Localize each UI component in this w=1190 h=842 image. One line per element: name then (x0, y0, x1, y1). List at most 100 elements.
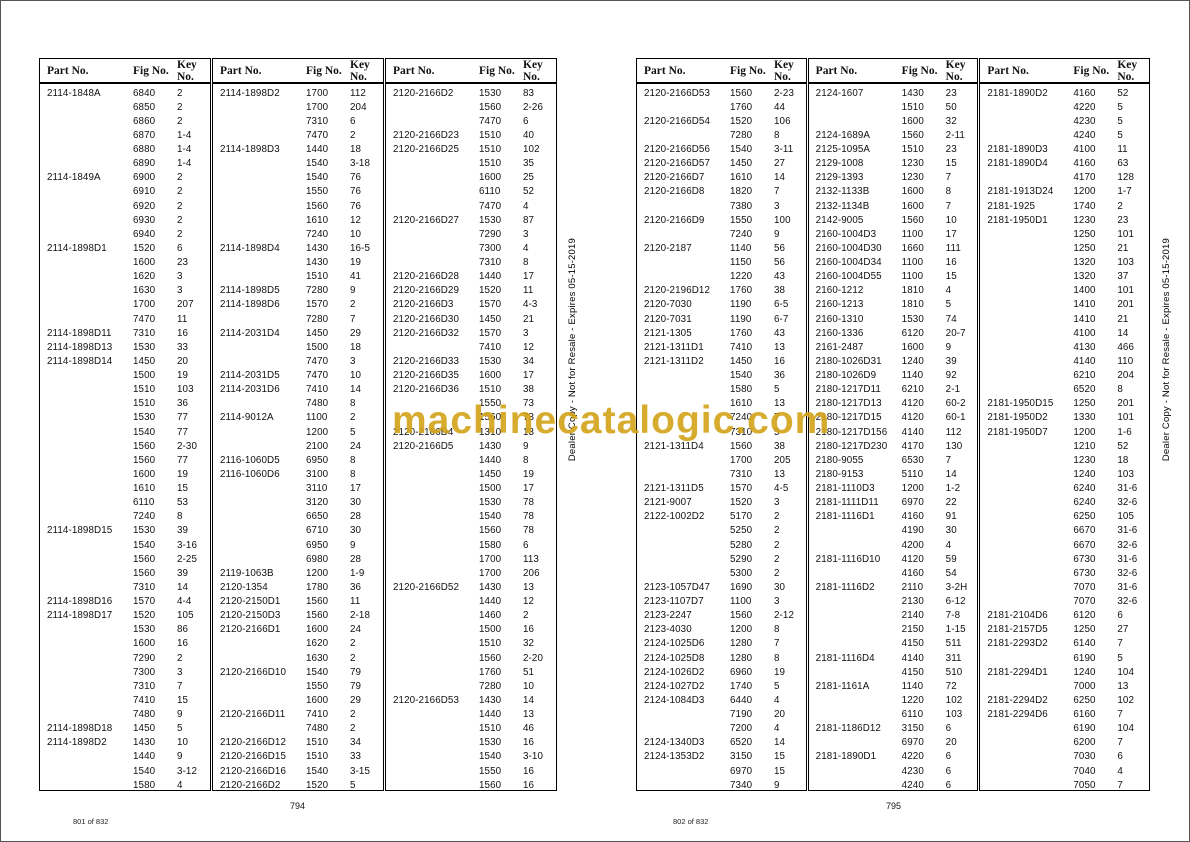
key-no-cell: 1-2 (945, 483, 961, 495)
key-no-cell: 17 (523, 483, 535, 495)
fig-no-cell: 7240 (730, 228, 753, 240)
key-no-cell: 3-11 (774, 144, 794, 156)
key-no-cell: 3-12 (177, 765, 198, 777)
fig-no-cell: 1510 (479, 144, 502, 156)
key-no-cell: 2 (774, 539, 780, 551)
fig-no-cell: 6980 (306, 553, 329, 565)
part-no-cell: 2120-2187 (644, 242, 692, 254)
part-no-cell: 2114-1848A (47, 87, 101, 99)
fig-no-cell: 1230 (901, 158, 924, 170)
key-no-cell: 18 (350, 144, 362, 156)
part-no-cell: 2114-1898D1 (47, 242, 107, 254)
key-no-cell: 1-4 (177, 158, 192, 170)
key-no-cell: 23 (945, 87, 957, 99)
part-no-cell: 2123-4030 (644, 624, 692, 636)
key-no-cell: 18 (1117, 454, 1129, 466)
table-row: 1510 41 (213, 270, 383, 284)
part-no-cell: 2181-2294D2 (987, 694, 1048, 706)
table-row: 2120-2166D53 1560 2-23 (637, 86, 806, 100)
part-no-cell: 2120-2166D8 (644, 186, 705, 198)
table-row: 1460 2 (386, 609, 556, 623)
fig-no-cell: 6250 (1073, 694, 1096, 706)
key-no-cell: 8 (350, 454, 356, 466)
key-no-cell: 50 (945, 101, 957, 113)
table-row: 2129-1008 1230 15 (809, 157, 978, 171)
table-row: 2120-2166D11 7410 2 (213, 708, 383, 722)
fig-no-cell: 4160 (1073, 158, 1096, 170)
table-row: 1320 37 (980, 270, 1149, 284)
key-no-cell: 16 (523, 737, 535, 749)
part-no-cell: 2114-2031D4 (220, 327, 280, 339)
key-no-cell: 11 (350, 596, 361, 608)
key-no-cell: 25 (523, 172, 535, 184)
part-no-cell: 2114-2031D5 (220, 370, 280, 382)
key-no-cell: 15 (177, 694, 189, 706)
table-row: 2114-1898D3 1440 18 (213, 143, 383, 157)
fig-no-cell: 7240 (133, 511, 156, 523)
fig-no-cell: 1430 (306, 257, 329, 269)
key-no-cell: 5 (1117, 652, 1123, 664)
key-no-cell: 77 (177, 412, 189, 424)
table-row: 6110 53 (40, 496, 210, 510)
fig-no-cell: 1530 (133, 624, 156, 636)
table-row: 1760 51 (386, 665, 556, 679)
fig-no-cell: 6200 (1073, 737, 1096, 749)
part-no-cell: 2114-1898D18 (47, 723, 113, 735)
table-row: 1540 36 (637, 369, 806, 383)
fig-no-cell: 1230 (1073, 454, 1096, 466)
fig-no-cell: 6950 (306, 539, 329, 551)
part-no-cell: 2181-1161A (815, 680, 870, 692)
part-no-cell: 2123-1107D7 (644, 596, 704, 608)
key-no-cell: 56 (774, 257, 786, 269)
fig-no-cell: 1530 (901, 313, 924, 325)
fig-no-cell: 1250 (1073, 242, 1096, 254)
part-no-cell: 2120-2166D11 (220, 709, 286, 721)
part-no-cell: 2181-1111D11 (815, 497, 879, 509)
fig-no-cell: 7050 (1073, 779, 1096, 791)
key-no-cell: 3-15 (350, 765, 371, 777)
fig-no-cell: 1500 (306, 341, 329, 353)
table-row: 6520 8 (980, 383, 1149, 397)
key-no-cell: 36 (774, 370, 786, 382)
fig-no-cell: 1810 (901, 285, 924, 297)
fig-no-cell: 1450 (479, 313, 502, 325)
key-no-cell: 56 (774, 242, 786, 254)
key-no-cell: 3 (177, 666, 183, 678)
fig-no-cell: 7070 (1073, 596, 1096, 608)
table-row: 2123-1107D7 1100 3 (637, 595, 806, 609)
table-row: 2181-1186D12 3150 6 (809, 722, 978, 736)
fig-no-cell: 1540 (133, 765, 156, 777)
key-no-cell: 7 (945, 200, 952, 212)
part-no-cell: 2181-1890D4 (987, 158, 1048, 170)
table-row: 7470 11 (40, 312, 210, 326)
fig-no-cell: 1400 (1073, 285, 1096, 297)
fig-no-cell: 7480 (306, 723, 329, 735)
fig-no-cell: 6840 (133, 87, 156, 99)
key-no-cell: 113 (523, 553, 539, 565)
table-row: 2181-1890D3 4100 11 (980, 143, 1149, 157)
table-row: 1250 21 (980, 241, 1149, 255)
part-no-cell: 2120-2166D27 (393, 214, 460, 226)
fig-no-cell: 1610 (730, 172, 753, 184)
part-no-cell: 2123-1057D47 (644, 581, 711, 593)
key-no-cell: 6 (523, 115, 529, 127)
key-no-cell: 23 (177, 257, 189, 269)
fig-no-cell: 1500 (479, 624, 502, 636)
fig-no-cell: 1140 (901, 370, 924, 382)
table-row: 1550 16 (386, 764, 556, 778)
part-no-cell: 2120-2166D9 (644, 214, 705, 226)
table-row: 2120-2196D12 1760 38 (637, 284, 806, 298)
page-number-795: 795 (886, 801, 902, 811)
table-row: 1600 32 (809, 114, 978, 128)
fig-no-cell: 6670 (1073, 539, 1096, 551)
key-no-cell: 2 (350, 412, 356, 424)
table-row: 2123-1057D47 1690 30 (637, 580, 806, 594)
table-row: 4230 6 (809, 764, 978, 778)
fig-no-cell: 7280 (730, 129, 753, 141)
table-row: 6710 30 (213, 524, 383, 538)
part-no-cell: 2116-1060D5 (220, 454, 280, 466)
table-row: 6250 105 (980, 510, 1149, 524)
key-no-cell: 9 (774, 228, 780, 240)
table-row: 7240 9 (637, 227, 806, 241)
fig-no-cell: 1580 (133, 779, 156, 791)
